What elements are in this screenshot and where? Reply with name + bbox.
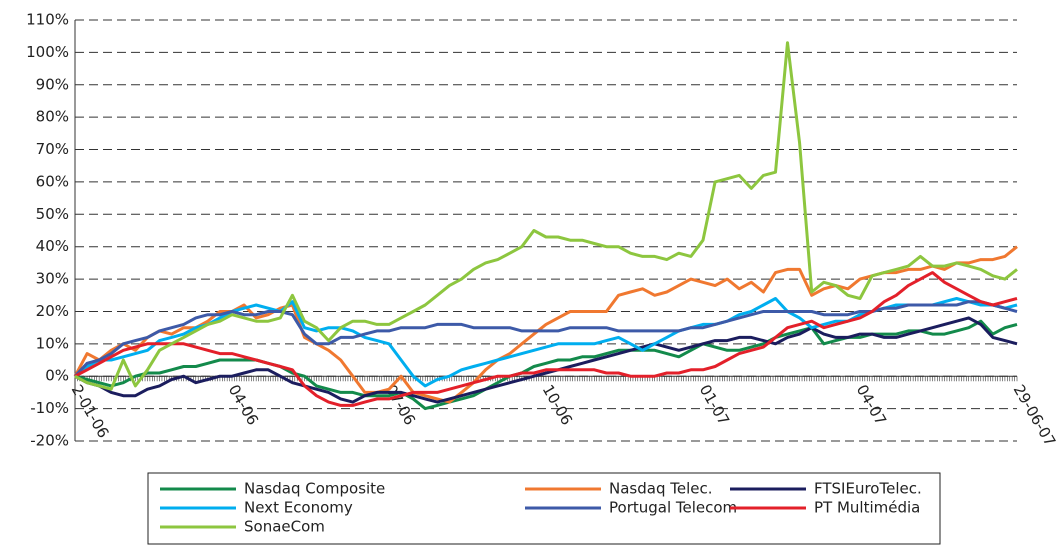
x-tick-label: 10-06 [539, 381, 576, 428]
series-line [73, 300, 1018, 378]
y-tick-label: 100% [26, 43, 69, 61]
legend-label: Nasdaq Composite [244, 480, 385, 498]
x-tick-label: 01-07 [696, 381, 733, 428]
y-tick-label: 80% [36, 108, 69, 126]
y-tick-label: -10% [30, 399, 69, 417]
legend-label: PT Multimédia [814, 499, 920, 517]
legend-label: FTSIEuroTelec. [814, 480, 922, 498]
y-tick-label: 70% [36, 140, 69, 158]
y-tick-label: -20% [30, 432, 69, 450]
legend-label: Portugal Telecom [609, 499, 737, 517]
y-tick-label: 0% [45, 367, 69, 385]
y-tick-label: 40% [36, 237, 69, 255]
legend-label: SonaeCom [244, 518, 325, 536]
legend-label: Next Economy [244, 499, 353, 517]
y-tick-label: 50% [36, 205, 69, 223]
series-line [74, 319, 1018, 411]
y-tick-label: 30% [36, 270, 69, 288]
y-tick-label: 60% [36, 172, 69, 190]
x-tick-label: 29-06-07 [1010, 381, 1060, 449]
x-tick-label: 04-06 [225, 381, 262, 428]
y-tick-label: 90% [36, 75, 69, 93]
y-tick-label: 110% [26, 11, 69, 29]
series-line [74, 316, 1018, 404]
series-line [74, 41, 1018, 391]
series-line [74, 271, 1018, 407]
legend-label: Nasdaq Telec. [609, 480, 712, 498]
y-tick-label: 20% [36, 302, 69, 320]
x-tick-label: 04-07 [853, 381, 890, 428]
y-tick-label: 10% [36, 334, 69, 352]
